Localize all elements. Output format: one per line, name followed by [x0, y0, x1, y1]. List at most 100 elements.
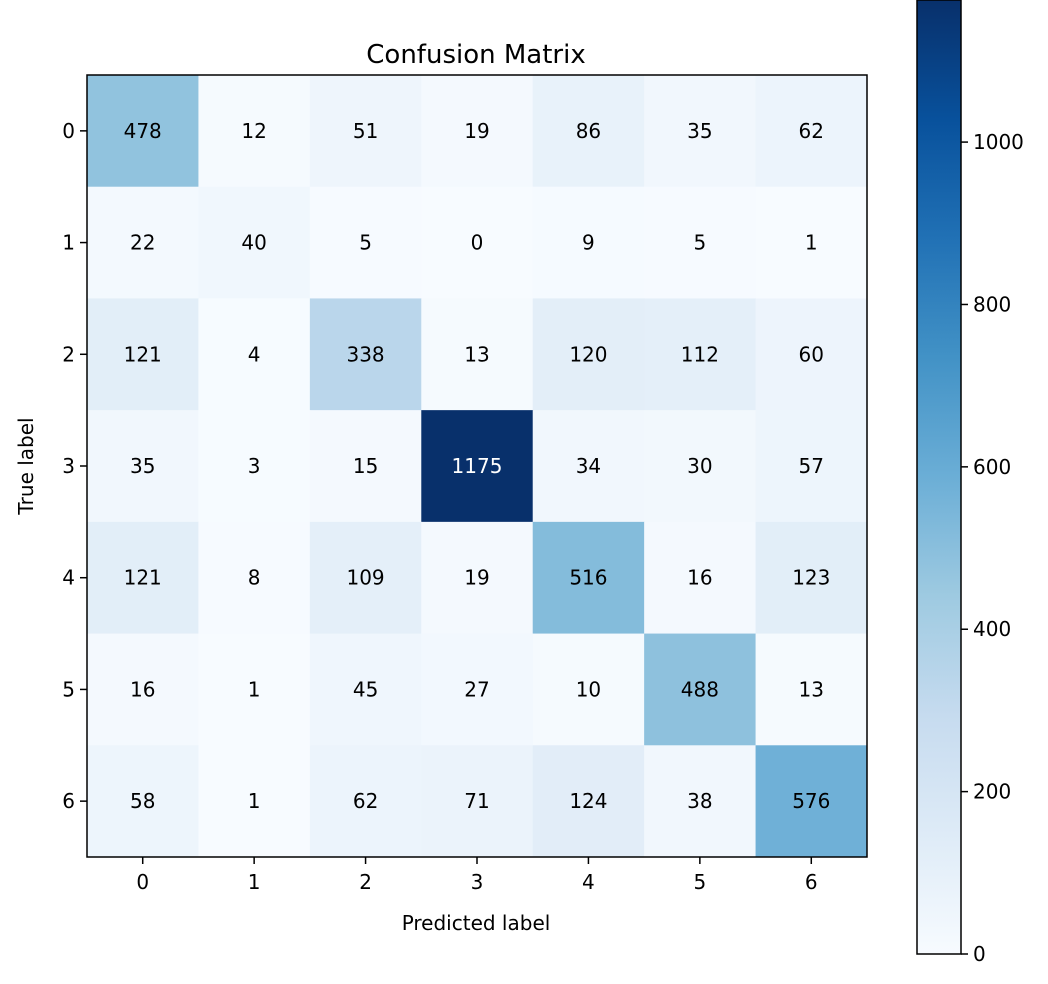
- x-tick-label: 4: [582, 870, 595, 894]
- heatmap-cell: [198, 75, 311, 188]
- cell-value-label: 478: [124, 119, 162, 143]
- cell-value-label: 86: [576, 119, 601, 143]
- heatmap-cell: [421, 745, 534, 858]
- heatmap-cell: [755, 745, 868, 858]
- heatmap-cell: [198, 745, 311, 858]
- cell-value-label: 13: [464, 342, 489, 366]
- y-tick-label: 4: [62, 566, 75, 590]
- cell-value-label: 19: [464, 566, 489, 590]
- x-tick-label: 0: [136, 870, 149, 894]
- cell-value-label: 57: [799, 454, 824, 478]
- x-axis-label: Predicted label: [402, 911, 551, 935]
- cell-value-label: 1: [248, 789, 261, 813]
- cell-value-label: 30: [687, 454, 712, 478]
- cell-value-label: 13: [799, 677, 824, 701]
- x-tick-label: 5: [693, 870, 706, 894]
- heatmap-cell: [644, 410, 757, 523]
- colorbar-ticks: 0 200 400 600 800 1000: [961, 130, 1024, 966]
- cell-value-label: 9: [582, 231, 595, 255]
- cell-value-label: 3: [248, 454, 261, 478]
- heatmap-cell: [309, 521, 422, 635]
- heatmap-cell: [532, 633, 645, 746]
- heatmap-cell: [755, 633, 868, 746]
- heatmap-cell: [309, 745, 422, 858]
- cell-value-label: 121: [124, 566, 162, 590]
- y-tick-label: 3: [62, 454, 75, 478]
- chart-title: Confusion Matrix: [366, 40, 585, 70]
- colorbar-tick-label: 600: [973, 455, 1011, 479]
- heatmap-cell: [87, 186, 199, 299]
- heatmap-cell: [644, 521, 757, 635]
- heatmap-cell: [421, 186, 534, 299]
- heatmap-cell: [421, 410, 534, 523]
- heatmap-cell: [198, 186, 311, 299]
- cell-value-label: 35: [687, 119, 712, 143]
- cell-value-label: 19: [464, 119, 489, 143]
- cell-value-label: 1175: [452, 454, 503, 478]
- heatmap-cell: [755, 75, 868, 188]
- cell-value-label: 60: [799, 342, 824, 366]
- cell-value-label: 22: [130, 231, 155, 255]
- y-tick-label: 6: [62, 789, 75, 813]
- cell-value-label: 40: [241, 231, 266, 255]
- y-tick-label: 0: [62, 119, 75, 143]
- cell-value-label: 15: [353, 454, 378, 478]
- cell-value-label: 71: [464, 789, 489, 813]
- x-tick-label: 2: [359, 870, 372, 894]
- colorbar-gradient: [916, 0, 962, 955]
- colorbar-tick-label: 800: [973, 292, 1011, 316]
- heatmap-cell: [755, 521, 868, 635]
- cell-value-label: 12: [241, 119, 266, 143]
- cell-value-label: 109: [346, 566, 384, 590]
- y-tick-label: 1: [62, 231, 75, 255]
- heatmap-cell: [532, 186, 645, 299]
- colorbar-tick-label: 1000: [973, 130, 1024, 154]
- cell-value-label: 123: [792, 566, 830, 590]
- heatmap-cell: [421, 633, 534, 746]
- y-tick-label: 5: [62, 677, 75, 701]
- cell-value-label: 51: [353, 119, 378, 143]
- heatmap-cell: [309, 633, 422, 746]
- heatmap-cell: [755, 298, 868, 411]
- cell-value-label: 45: [353, 677, 378, 701]
- heatmap-cell: [532, 298, 645, 411]
- colorbar-tick-label: 0: [973, 942, 986, 966]
- heatmap-cell: [198, 633, 311, 746]
- heatmap-cells: [87, 75, 868, 858]
- heatmap-cell: [198, 521, 311, 635]
- heatmap-cell: [755, 410, 868, 523]
- cell-value-label: 62: [353, 789, 378, 813]
- y-axis-ticks: 0 1 2 3 4 5 6: [62, 119, 87, 813]
- cell-value-label: 5: [359, 231, 372, 255]
- heatmap-cell: [87, 75, 199, 188]
- cell-value-label: 0: [471, 231, 484, 255]
- cell-value-label: 58: [130, 789, 155, 813]
- cell-value-label: 120: [569, 342, 607, 366]
- heatmap-cell: [309, 410, 422, 523]
- cell-value-label: 8: [248, 566, 261, 590]
- cell-value-label: 38: [687, 789, 712, 813]
- heatmap-cell: [309, 298, 422, 411]
- heatmap-cell: [421, 75, 534, 188]
- heatmap-cell: [421, 298, 534, 411]
- x-tick-label: 6: [805, 870, 818, 894]
- heatmap-cell: [198, 298, 311, 411]
- cell-value-label: 35: [130, 454, 155, 478]
- heatmap-cell: [198, 410, 311, 523]
- heatmap-cell: [87, 633, 199, 746]
- cell-value-label: 27: [464, 677, 489, 701]
- cell-value-label: 10: [576, 677, 601, 701]
- cell-value-label: 34: [576, 454, 601, 478]
- heatmap-cell: [532, 521, 645, 635]
- heatmap-cell: [421, 521, 534, 635]
- cell-value-label: 62: [799, 119, 824, 143]
- heatmap-cell: [309, 75, 422, 188]
- cell-value-label: 338: [346, 342, 384, 366]
- heatmap-cell: [644, 75, 757, 188]
- cell-value-label: 121: [124, 342, 162, 366]
- cell-value-label: 16: [687, 566, 712, 590]
- colorbar: 0 200 400 600 800 1000: [916, 0, 1024, 966]
- x-axis-ticks: 0 1 2 3 4 5 6: [136, 857, 818, 894]
